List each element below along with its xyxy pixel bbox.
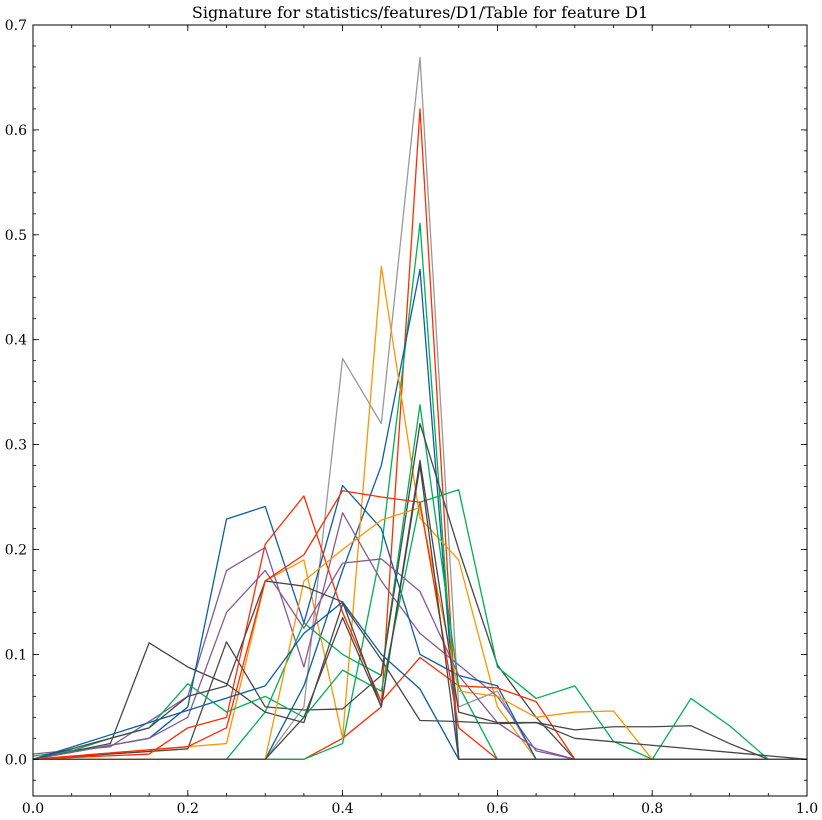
y-tick-label: 0.2 bbox=[5, 542, 27, 558]
x-tick-label: 0.2 bbox=[177, 801, 199, 817]
x-tick-label: 1.0 bbox=[796, 801, 818, 817]
y-tick-label: 0.4 bbox=[5, 333, 27, 349]
y-tick-label: 0.0 bbox=[5, 752, 27, 768]
series-line-14 bbox=[32, 558, 807, 760]
chart-title: Signature for statistics/features/D1/Tab… bbox=[192, 3, 648, 22]
series-line-2 bbox=[33, 108, 807, 760]
y-tick-label: 0.3 bbox=[5, 438, 27, 454]
axis-layer: 0.0 0.2 0.4 0.6 0.8 1.0 0.0 0.1 0.2 0.3 0.4 0.5 0.6 0… bbox=[5, 18, 818, 817]
y-tick-label: 0.5 bbox=[5, 228, 27, 244]
series-line-6 bbox=[33, 404, 807, 760]
series-line-17 bbox=[32, 601, 807, 760]
y-tick-label: 0.7 bbox=[5, 18, 27, 34]
x-tick-label: 0.8 bbox=[641, 801, 663, 817]
series-line-11 bbox=[32, 603, 807, 760]
x-tick-label: 0.0 bbox=[22, 801, 44, 817]
series-line-18 bbox=[33, 464, 807, 760]
plot-frame bbox=[32, 24, 808, 797]
series-line-4 bbox=[33, 268, 807, 760]
series-line-5 bbox=[32, 265, 807, 760]
x-tick-label: 0.6 bbox=[486, 801, 508, 817]
series-line-15 bbox=[32, 459, 808, 760]
series-line-16 bbox=[32, 490, 807, 760]
series-line-3 bbox=[33, 222, 807, 760]
series-layer bbox=[32, 56, 808, 760]
y-tick-label: 0.1 bbox=[5, 647, 27, 663]
x-tick-label: 0.4 bbox=[331, 801, 353, 817]
series-line-10 bbox=[32, 495, 807, 760]
y-tick-label: 0.6 bbox=[5, 123, 27, 139]
series-line-1 bbox=[33, 56, 807, 760]
series-line-9 bbox=[32, 484, 807, 760]
series-line-12 bbox=[32, 489, 807, 760]
